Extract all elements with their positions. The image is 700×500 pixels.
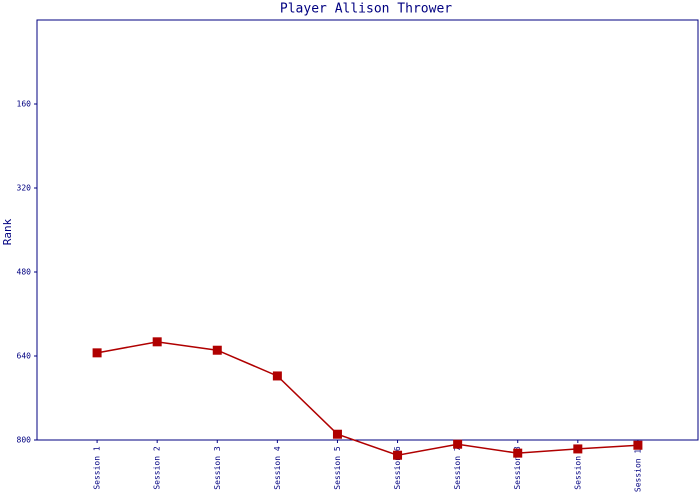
- plot-frame: [36, 19, 699, 441]
- y-tick-label: 160: [17, 100, 32, 109]
- y-axis-title: Rank: [1, 218, 14, 245]
- y-tick-label: 320: [17, 184, 32, 193]
- x-tick-label: Session 6: [393, 446, 402, 490]
- x-tick-label: Session 7: [453, 446, 462, 490]
- chart-title: Player Allison Thrower: [280, 2, 452, 17]
- x-tick-label: Session 2: [153, 446, 162, 490]
- series-line: [96, 341, 638, 456]
- y-tick-label: 480: [17, 268, 32, 277]
- data-point: [633, 440, 643, 450]
- data-point: [393, 450, 403, 460]
- x-tick-label: Session 3: [213, 446, 222, 490]
- x-tick-label: Session 8: [513, 446, 522, 490]
- y-tick-label: 640: [17, 352, 32, 361]
- x-tick-label: Session 10: [633, 444, 642, 492]
- data-point: [332, 429, 342, 439]
- x-tick-label: Session 5: [333, 446, 342, 490]
- data-point: [212, 345, 222, 355]
- x-tick-label: Session 9: [573, 446, 582, 490]
- data-point: [453, 439, 463, 449]
- data-point: [272, 371, 282, 381]
- x-tick-label: Session 1: [93, 446, 102, 490]
- y-tick-label: 800: [17, 436, 32, 445]
- x-tick-label: Session 4: [273, 446, 282, 490]
- data-point: [513, 448, 523, 458]
- data-point: [152, 337, 162, 347]
- data-point: [92, 348, 102, 358]
- data-point: [573, 444, 583, 454]
